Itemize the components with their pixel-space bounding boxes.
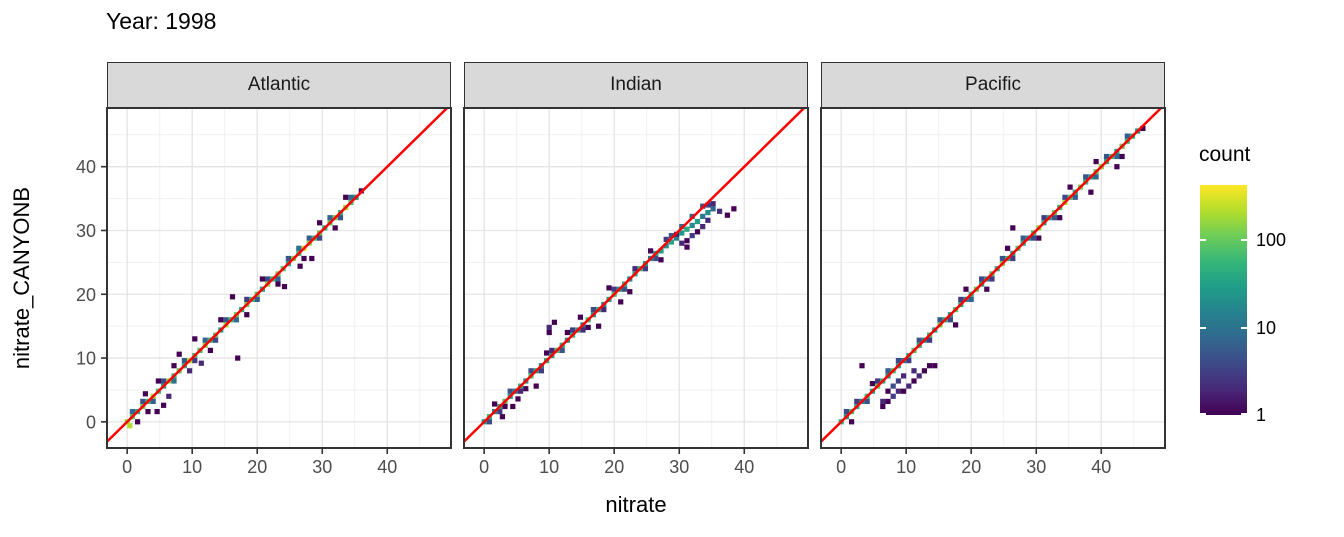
facet-strip-label: Indian [610, 74, 662, 95]
legend-title: count [1199, 143, 1251, 166]
facet-strip-pacific: Pacific [821, 62, 1165, 108]
svg-text:20: 20 [604, 457, 624, 477]
colorbar-tick-mark [1200, 326, 1206, 329]
colorbar-tick-mark [1200, 413, 1206, 415]
grid-major [107, 108, 451, 448]
svg-text:30: 30 [76, 221, 96, 241]
bins [481, 201, 737, 425]
colorbar-tick-mark [1241, 326, 1247, 329]
x-axis-ticks: 0 10 20 30 40 [122, 448, 397, 477]
facet-strip-label: Pacific [965, 74, 1021, 95]
x-axis-ticks: 0 10 20 30 40 [836, 448, 1111, 477]
facet-plot-indian: 0 10 20 30 40 [463, 107, 809, 477]
panel-border [106, 107, 452, 449]
svg-text:0: 0 [86, 412, 96, 432]
legend-tick-label-100: 100 [1256, 230, 1287, 251]
svg-text:40: 40 [1091, 457, 1111, 477]
svg-text:20: 20 [247, 457, 267, 477]
legend-tick-label-10: 10 [1256, 317, 1277, 338]
panel-border [820, 107, 1166, 449]
panel-border [463, 107, 809, 449]
reference-line [821, 108, 1162, 443]
x-axis-title: nitrate [605, 492, 667, 517]
svg-text:40: 40 [734, 457, 754, 477]
svg-text:0: 0 [479, 457, 489, 477]
legend-tick-label-1: 1 [1256, 405, 1267, 425]
svg-text:10: 10 [182, 457, 202, 477]
facet-plot-pacific: 0 10 20 30 40 [820, 107, 1166, 477]
reference-line [464, 108, 805, 443]
grid-minor [107, 108, 451, 448]
svg-text:0: 0 [836, 457, 846, 477]
colorbar-tick-mark [1200, 239, 1206, 242]
grid-major [464, 108, 808, 448]
svg-text:30: 30 [669, 457, 689, 477]
facet-strip-atlantic: Atlantic [107, 62, 451, 108]
svg-text:30: 30 [312, 457, 332, 477]
colorbar-tick-mark [1241, 413, 1247, 415]
x-axis-ticks: 0 10 20 30 40 [479, 448, 754, 477]
grid-minor [821, 108, 1165, 448]
svg-text:10: 10 [76, 349, 96, 369]
colorbar-tick-mark [1241, 239, 1247, 242]
facet-strip-indian: Indian [464, 62, 808, 108]
facet-strip-label: Atlantic [247, 74, 311, 95]
svg-text:10: 10 [896, 457, 916, 477]
svg-text:30: 30 [1026, 457, 1046, 477]
svg-text:40: 40 [76, 157, 96, 177]
svg-text:20: 20 [961, 457, 981, 477]
svg-text:10: 10 [539, 457, 559, 477]
legend-colorbar [1200, 185, 1247, 415]
plot-title: Year: 1998 [106, 8, 217, 34]
svg-text:0: 0 [122, 457, 132, 477]
svg-text:20: 20 [76, 285, 96, 305]
svg-text:40: 40 [377, 457, 397, 477]
reference-line [107, 108, 448, 443]
facet-plot-atlantic: 0 10 20 30 40 0 10 20 30 40 [76, 107, 452, 477]
y-axis-ticks: 0 10 20 30 40 [76, 157, 107, 432]
y-axis-title: nitrate_CANYONB [9, 186, 34, 370]
